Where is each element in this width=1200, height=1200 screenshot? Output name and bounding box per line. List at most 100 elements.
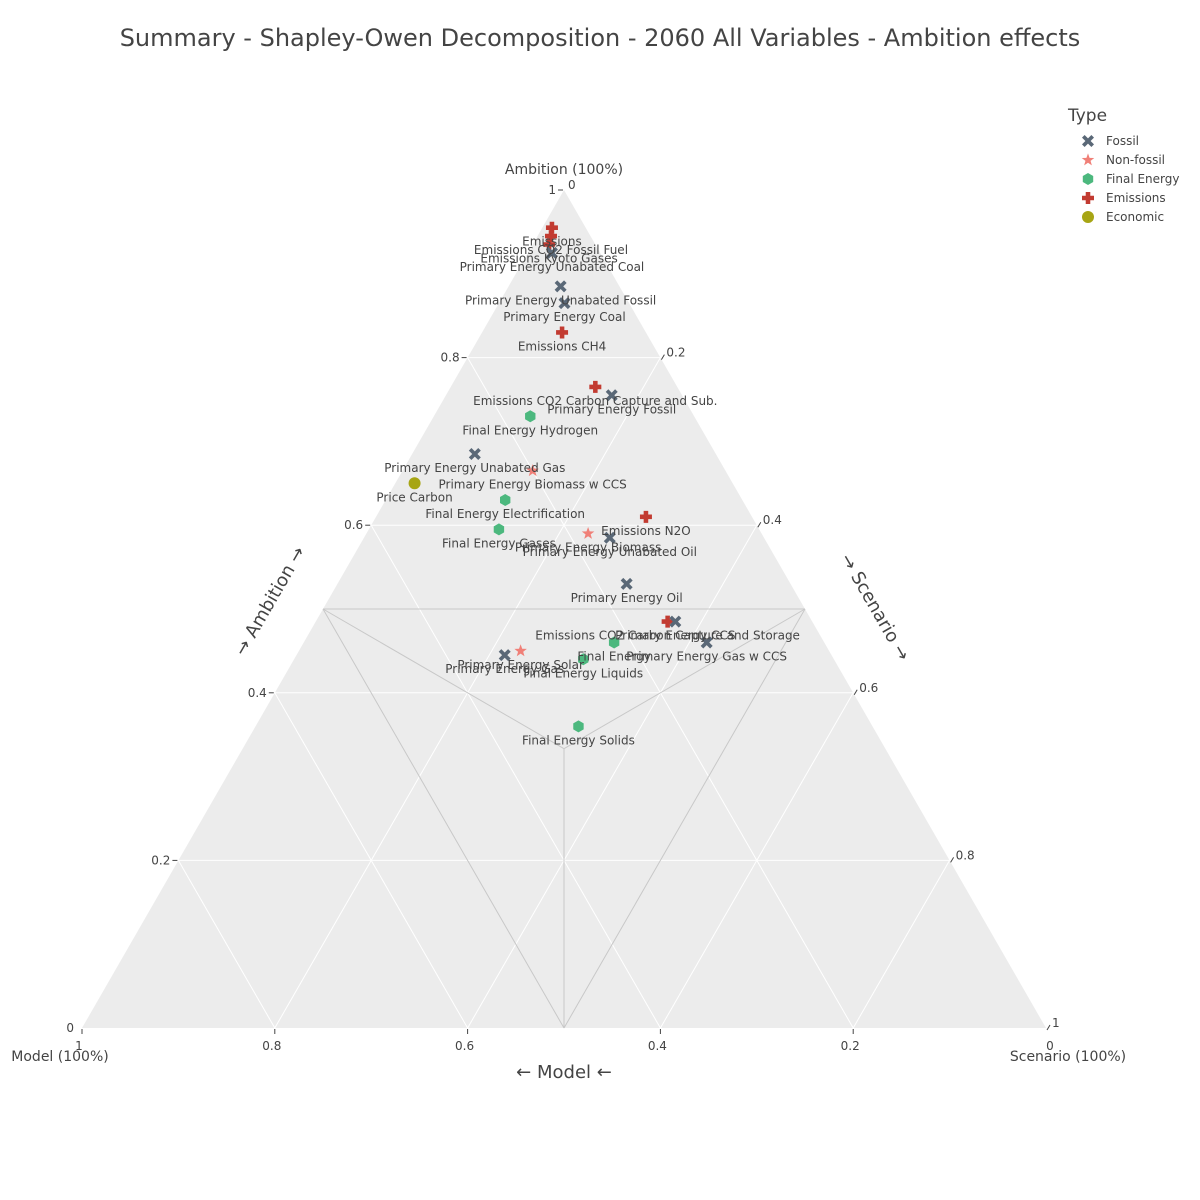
point-label-final-energy-hydrogen: Final Energy Hydrogen — [462, 423, 598, 437]
ambition-tick-label: 0.2 — [151, 853, 170, 867]
point-emissions-co2-fossil-fuel — [544, 230, 557, 243]
point-primary-energy-gas — [498, 649, 511, 662]
region-lines — [322, 608, 806, 1029]
point-primary-energy-coal — [558, 297, 571, 310]
legend-marker-final-energy — [1082, 172, 1094, 185]
point-label-primary-energy-unabated-gas: Primary Energy Unabated Gas — [384, 461, 565, 475]
grid-line — [659, 692, 854, 1029]
scenario-tick-mark — [950, 857, 955, 863]
scenario-tick-mark — [853, 689, 858, 696]
point-primary-energy-gas-w-ccs — [700, 636, 713, 649]
point-primary-energy-biomass-w-ccs — [526, 464, 539, 477]
grid-line — [852, 860, 951, 1029]
point-label-primary-energy-unabated-fossil: Primary Energy Unabated Fossil — [465, 293, 656, 307]
circle-icon — [1082, 210, 1094, 223]
legend-marker-economic — [1082, 210, 1094, 223]
point-label-emissions-ch4: Emissions CH4 — [518, 339, 607, 353]
ambition-tick-label: 0.8 — [441, 351, 460, 365]
model-tick-label: 0.4 — [648, 1039, 667, 1053]
model-corner-label: Model (100%) — [11, 1049, 108, 1065]
point-primary-energy-solar — [514, 644, 527, 657]
point-label-emissions-kyoto-gases: Emissions Kyoto Gases — [480, 251, 617, 265]
point-emissions-co2-carbon-capture-and-storage — [661, 615, 674, 628]
point-final-energy-electrification — [500, 494, 511, 507]
point-label-final-energy: Final Energy — [577, 650, 650, 664]
point-primary-energy-ccs — [669, 615, 682, 628]
legend-marker-fossil — [1082, 134, 1094, 147]
legend-item-fossil[interactable]: Fossil — [1068, 131, 1179, 150]
point-label-primary-energy-coal: Primary Energy Coal — [503, 310, 625, 324]
point-label-primary-energy-solar: Primary Energy Solar — [457, 658, 584, 672]
point-label-price-carbon: Price Carbon — [376, 490, 452, 504]
scenario-tick-label: 1 — [1052, 1016, 1060, 1030]
point-label-primary-energy-biomass: Primary Energy Biomass — [515, 541, 661, 555]
legend-item-final-energy[interactable]: Final Energy — [1068, 169, 1179, 188]
point-emissions — [545, 221, 558, 234]
model-tick-label: 0.2 — [841, 1039, 860, 1053]
point-label-final-energy-solids: Final Energy Solids — [522, 733, 635, 747]
region-line — [563, 608, 806, 750]
legend-item-non-fossil[interactable]: Non-fossil — [1068, 150, 1179, 169]
point-primary-energy-unabated-gas — [468, 447, 481, 460]
ambition-tick-label: 0.6 — [344, 518, 363, 532]
point-label-primary-energy-gas: Primary Energy Gas — [445, 662, 564, 676]
model-tick-label: 0.8 — [262, 1039, 281, 1053]
point-label-primary-energy-fossil: Primary Energy Fossil — [547, 402, 676, 416]
point-label-primary-energy-unabated-coal: Primary Energy Unabated Coal — [460, 260, 645, 274]
scenario-tick-label: 0.6 — [859, 681, 878, 695]
point-emissions-kyoto-gases — [543, 238, 556, 251]
point-price-carbon — [408, 477, 421, 490]
point-primary-energy-biomass — [581, 526, 595, 539]
legend-item-economic[interactable]: Economic — [1068, 207, 1179, 226]
point-primary-energy-unabated-coal — [545, 246, 558, 259]
point-label-final-energy-electrification: Final Energy Electrification — [425, 507, 585, 521]
point-label-primary-energy-ccs: Primary Energy CCS — [615, 629, 735, 643]
scenario-tick-mark — [660, 354, 665, 360]
point-final-energy-liquids — [578, 653, 589, 666]
scenario-tick-label: 0 — [568, 178, 576, 192]
model-axis-title: ← Model ← — [516, 1062, 612, 1083]
point-label-emissions-co2-fossil-fuel: Emissions CO2 Fossil Fuel — [474, 243, 628, 257]
legend-label: Non-fossil — [1106, 152, 1165, 167]
model-tick-label: 0 — [1046, 1039, 1054, 1053]
legend: Type Fossil Non-fossil Final Energy Emissio… — [1068, 106, 1179, 226]
x-icon — [1082, 134, 1094, 147]
legend-marker-non-fossil — [1081, 152, 1095, 165]
scenario-tick-mark — [757, 521, 762, 528]
point-emissions-co2-carbon-capture-and-sub — [589, 380, 602, 393]
point-label-primary-energy-oil: Primary Energy Oil — [571, 591, 683, 605]
point-primary-energy-fossil — [605, 389, 618, 402]
point-primary-energy-unabated-oil — [603, 531, 616, 544]
scenario-tick-mark — [1046, 1024, 1051, 1031]
point-primary-energy-unabated-fossil — [554, 280, 567, 293]
point-final-energy — [608, 636, 620, 649]
region-line — [322, 608, 565, 1029]
point-label-primary-energy-biomass-w-ccs: Primary Energy Biomass w CCS — [439, 478, 627, 492]
grid-line — [274, 692, 469, 1029]
legend-item-emissions[interactable]: Emissions — [1068, 188, 1179, 207]
point-final-energy-hydrogen — [525, 410, 536, 423]
point-primary-energy-oil — [620, 577, 633, 590]
scenario-corner-label: Scenario (100%) — [1010, 1049, 1126, 1065]
scenario-tick-label: 0.8 — [956, 848, 975, 862]
legend-label: Final Energy — [1106, 171, 1180, 186]
point-label-primary-energy-gas-w-ccs: Primary Energy Gas w CCS — [626, 650, 787, 664]
chart-title: Summary - Shapley-Owen Decomposition - 2… — [119, 24, 1081, 52]
ambition-tick-label: 0.4 — [248, 686, 267, 700]
cross-icon — [1082, 191, 1094, 204]
ambition-tick-label: 0 — [66, 1021, 74, 1035]
point-final-energy-solids — [573, 720, 584, 733]
legend-marker-emissions — [1082, 191, 1094, 204]
data-points — [408, 221, 713, 733]
model-tick-label: 0.6 — [455, 1039, 474, 1053]
point-label-emissions: Emissions — [522, 235, 582, 249]
point-label-emissions-co2-carbon-capture-and-sub: Emissions CO2 Carbon Capture and Sub. — [473, 394, 717, 408]
point-emissions-ch4 — [556, 326, 569, 339]
point-label-final-energy-liquids: Final Energy Liquids — [523, 666, 643, 680]
region-line — [563, 608, 806, 1029]
legend-title: Type — [1068, 106, 1108, 126]
legend-label: Emissions — [1106, 190, 1166, 205]
